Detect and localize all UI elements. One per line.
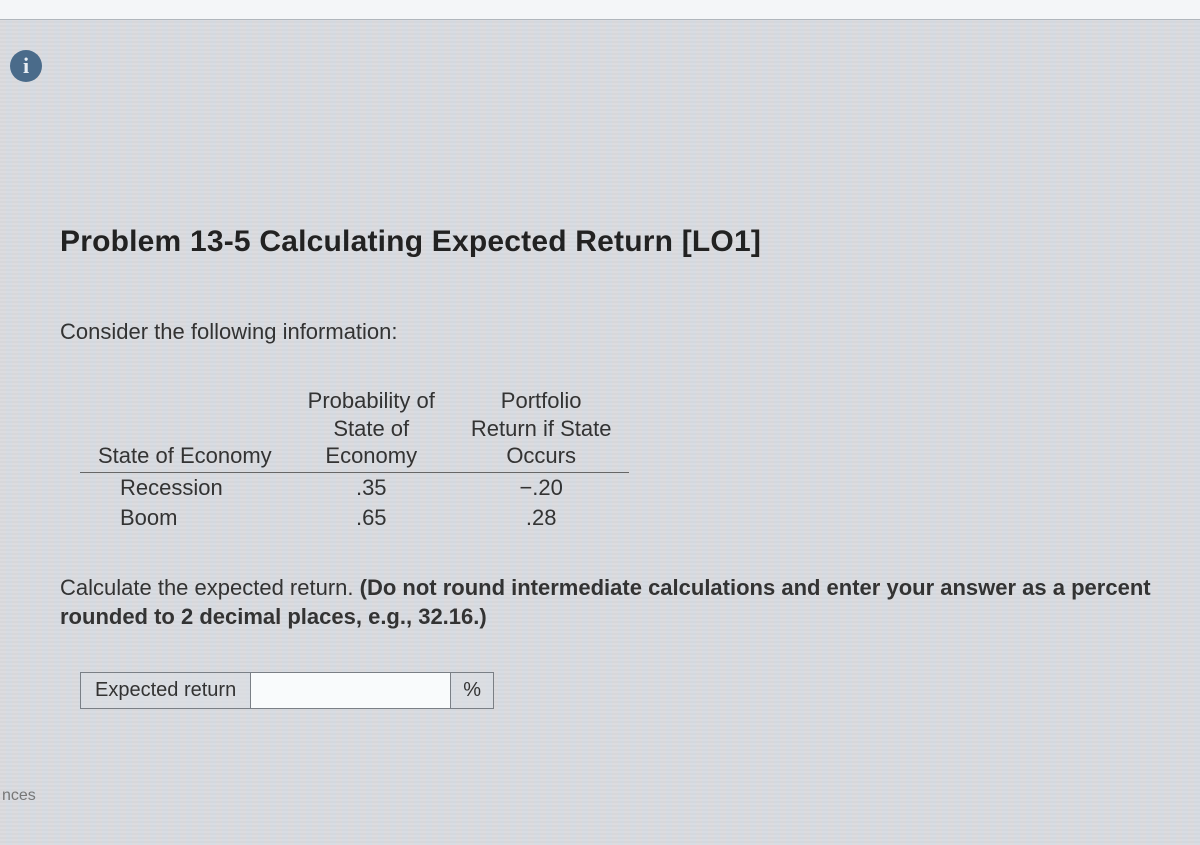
cell-prob: .65: [290, 503, 453, 533]
question-prefix: Calculate the expected return.: [60, 575, 360, 600]
question-text: Calculate the expected return. (Do not r…: [60, 573, 1180, 632]
header-col1-text: State of Economy: [98, 443, 272, 468]
table-row: Boom .65 .28: [80, 503, 629, 533]
header-col2-l2: State of: [333, 416, 409, 441]
header-col3-l2: Return if State: [471, 416, 612, 441]
cell-state: Boom: [80, 503, 290, 533]
answer-unit: %: [451, 672, 494, 709]
problem-intro: Consider the following information:: [60, 319, 1180, 345]
header-portfolio-return: Portfolio Return if State Occurs: [453, 385, 630, 472]
cell-ret: −.20: [453, 472, 630, 503]
window-topbar: [0, 0, 1200, 20]
table-row: Recession .35 −.20: [80, 472, 629, 503]
header-probability: Probability of State of Economy: [290, 385, 453, 472]
info-icon-glyph: i: [23, 53, 29, 79]
header-col3-l3: Occurs: [506, 443, 576, 468]
cell-ret: .28: [453, 503, 630, 533]
header-state-of-economy: State of Economy: [80, 385, 290, 472]
header-col2-l1: Probability of: [308, 388, 435, 413]
economy-table: State of Economy Probability of State of…: [80, 385, 629, 533]
cell-prob: .35: [290, 472, 453, 503]
table-header-row: State of Economy Probability of State of…: [80, 385, 629, 472]
header-col3-l1: Portfolio: [501, 388, 582, 413]
header-col2-l3: Economy: [325, 443, 417, 468]
answer-label: Expected return: [80, 672, 251, 709]
answer-row: Expected return %: [80, 672, 1180, 709]
cell-state: Recession: [80, 472, 290, 503]
info-icon[interactable]: i: [10, 50, 42, 82]
expected-return-input[interactable]: [251, 672, 451, 709]
problem-title: Problem 13-5 Calculating Expected Return…: [60, 225, 1180, 259]
problem-content: Problem 13-5 Calculating Expected Return…: [60, 225, 1180, 709]
stray-text-nces: nces: [0, 787, 36, 805]
